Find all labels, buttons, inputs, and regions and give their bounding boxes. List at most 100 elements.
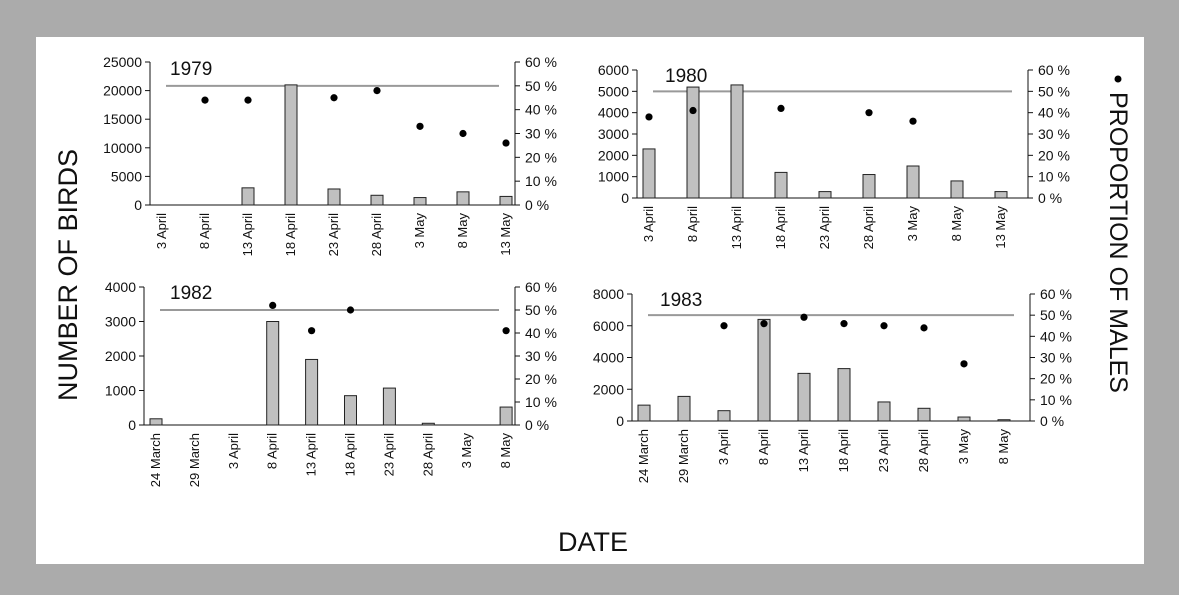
y-axis-label: NUMBER OF BIRDS [53, 149, 83, 401]
x-tick-label: 3 April [716, 429, 731, 465]
right-tick-label: 20 % [1038, 147, 1070, 163]
bar [327, 188, 341, 206]
x-tick-label: 23 April [381, 433, 396, 476]
x-tick-label: 8 April [685, 206, 700, 242]
x-tick-label: 8 April [197, 213, 212, 249]
bar [382, 387, 396, 426]
left-tick-label: 25000 [103, 54, 142, 70]
bar [862, 174, 876, 199]
x-tick-label: 18 April [343, 433, 358, 476]
bar [305, 358, 319, 426]
bar [370, 194, 384, 206]
proportion-point [800, 313, 808, 321]
bar [997, 419, 1011, 422]
x-tick-label: 18 April [836, 429, 851, 472]
proportion-point [760, 320, 768, 328]
proportion-point [502, 139, 510, 147]
right-tick-label: 0 % [1038, 190, 1062, 206]
left-tick-label: 5000 [598, 83, 629, 99]
proportion-point [502, 327, 510, 335]
panel-year-label: 1979 [170, 59, 212, 80]
bar [717, 410, 731, 422]
right-tick-label: 40 % [525, 102, 557, 118]
legend-dot-icon [1114, 75, 1122, 83]
figure-frame [36, 37, 1144, 564]
bar [797, 372, 811, 422]
chart-panel: 0 1000 2000 3000 4000 0 % 10 % 20 % 30 % 40 % 50 %… [105, 279, 557, 487]
right-tick-label: 0 % [525, 417, 549, 433]
right-tick-label: 50 % [525, 78, 557, 94]
proportion-point [416, 122, 424, 130]
bar [642, 148, 656, 199]
panel-year-label: 1980 [665, 66, 707, 87]
right-tick-label: 60 % [1038, 62, 1070, 78]
x-tick-label: 28 April [420, 433, 435, 476]
proportion-point [201, 96, 209, 104]
x-tick-label: 28 April [369, 213, 384, 256]
x-tick-label: 18 April [283, 213, 298, 256]
right-tick-label: 20 % [1040, 371, 1072, 387]
x-tick-label: 13 May [993, 206, 1008, 249]
bar [994, 191, 1008, 199]
proportion-point [346, 306, 355, 314]
proportion-point [840, 320, 848, 328]
proportion-point [720, 322, 728, 330]
bar [241, 187, 255, 206]
bar [877, 401, 891, 422]
left-tick-label: 3000 [105, 314, 136, 330]
bar [677, 395, 691, 422]
x-tick-label: 29 March [187, 433, 202, 487]
x-tick-label: 8 May [455, 213, 470, 249]
right-tick-label: 20 % [525, 371, 557, 387]
bar [837, 368, 851, 422]
x-tick-label: 8 April [265, 433, 280, 469]
bar [499, 406, 513, 426]
left-tick-label: 8000 [593, 286, 624, 302]
x-tick-label: 8 April [756, 429, 771, 465]
right-tick-label: 30 % [1040, 350, 1072, 366]
bar [730, 84, 744, 199]
x-tick-label: 3 April [154, 213, 169, 249]
x-tick-label: 3 April [641, 206, 656, 242]
x-tick-label: 23 April [326, 213, 341, 256]
left-tick-label: 0 [128, 417, 136, 433]
x-tick-label: 3 April [226, 433, 241, 469]
proportion-point [308, 327, 316, 335]
right-tick-label: 50 % [1038, 83, 1070, 99]
right-tick-label: 50 % [1040, 307, 1072, 323]
x-tick-label: 3 May [459, 433, 474, 469]
x-tick-label: 23 April [876, 429, 891, 472]
x-tick-label: 13 April [240, 213, 255, 256]
bar [957, 416, 971, 422]
chart-panel: 0 2000 4000 6000 8000 0 % 10 % 20 % 30 % 40 % 50 %… [593, 286, 1072, 483]
chart-panel: 0 1000 2000 3000 4000 5000 6000 0 % 10 % 20 % 30 %… [598, 62, 1070, 249]
right-tick-label: 10 % [1038, 169, 1070, 185]
bar [757, 318, 771, 422]
x-tick-label: 8 May [498, 433, 513, 469]
right-tick-label: 60 % [1040, 286, 1072, 302]
proportion-point [920, 324, 928, 332]
x-tick-label: 8 May [949, 206, 964, 242]
left-tick-label: 4000 [105, 279, 136, 295]
right-tick-label: 10 % [525, 173, 557, 189]
bar [917, 407, 931, 422]
x-tick-label: 3 May [956, 429, 971, 465]
x-tick-label: 23 April [817, 206, 832, 249]
proportion-point [689, 106, 697, 115]
x-tick-label: 28 April [916, 429, 931, 472]
right-tick-label: 40 % [525, 325, 557, 341]
x-axis-label: DATE [558, 527, 628, 557]
x-tick-label: 28 April [861, 206, 876, 249]
right-tick-label: 40 % [1040, 328, 1072, 344]
x-tick-label: 18 April [773, 206, 788, 249]
bar [906, 165, 920, 199]
right-tick-label: 0 % [525, 197, 549, 213]
right-tick-label: 10 % [525, 394, 557, 410]
bar [149, 418, 163, 426]
proportion-point [373, 87, 381, 95]
left-tick-label: 6000 [598, 62, 629, 78]
bar [774, 171, 788, 199]
bar [686, 86, 700, 199]
left-tick-label: 10000 [103, 140, 142, 156]
right-tick-label: 10 % [1040, 392, 1072, 408]
